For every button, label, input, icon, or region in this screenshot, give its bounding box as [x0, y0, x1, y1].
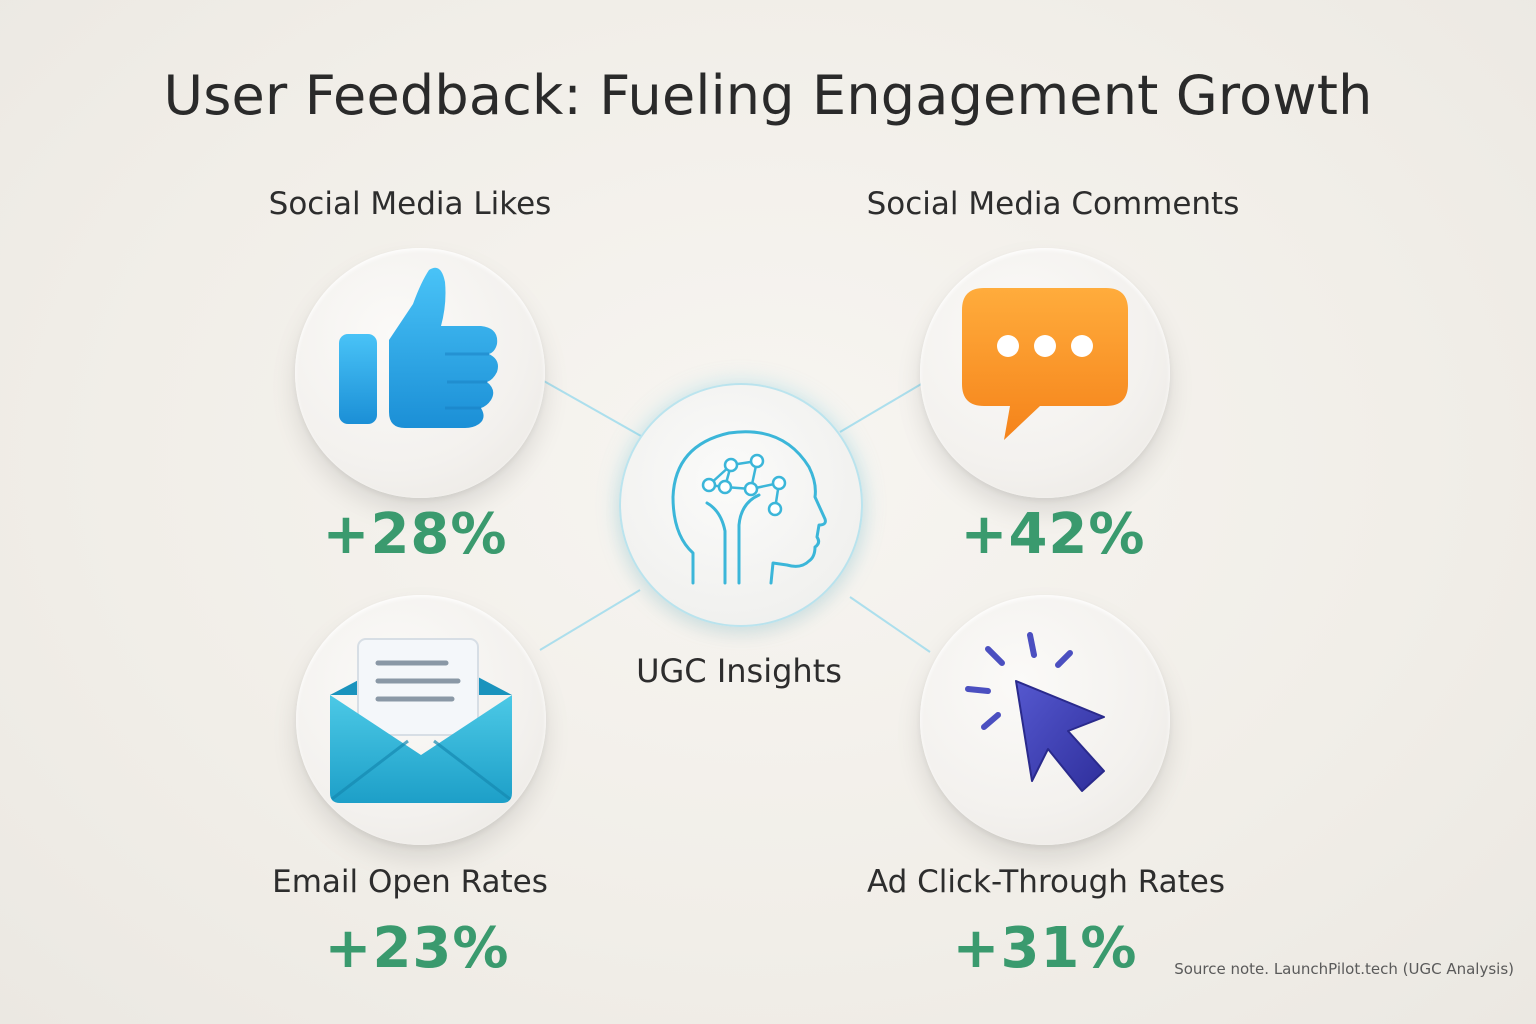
connector-line-comments: [839, 379, 929, 433]
metric-label-likes: Social Media Likes: [268, 186, 552, 222]
connector-line-email: [539, 589, 641, 651]
connector-line-clicks: [849, 596, 931, 653]
envelope-icon: [330, 638, 512, 803]
metric-disc-comments: [920, 248, 1170, 498]
center-disc-ugc: [619, 383, 863, 627]
cursor-click-icon: [965, 632, 1105, 792]
center-label-ugc: UGC Insights: [636, 652, 842, 690]
metric-value-likes: +28%: [322, 502, 508, 567]
metric-disc-likes: [295, 248, 545, 498]
metric-value-clicks: +31%: [952, 916, 1138, 981]
page-title: User Feedback: Fueling Engagement Growth: [163, 64, 1373, 127]
metric-disc-email: [296, 595, 546, 845]
metric-label-clicks: Ad Click-Through Rates: [866, 864, 1226, 900]
thumbs-up-icon: [339, 267, 498, 428]
metric-disc-clicks: [920, 595, 1170, 845]
metric-label-comments: Social Media Comments: [866, 186, 1240, 222]
chat-bubble-icon: [962, 288, 1128, 440]
metric-label-email: Email Open Rates: [272, 864, 548, 900]
metric-value-email: +23%: [324, 916, 510, 981]
source-note: Source note. LaunchPilot.tech (UGC Analy…: [1174, 960, 1514, 978]
metric-value-comments: +42%: [960, 502, 1146, 567]
brain-network-head-icon: [671, 430, 827, 585]
connector-line-likes: [534, 375, 649, 441]
